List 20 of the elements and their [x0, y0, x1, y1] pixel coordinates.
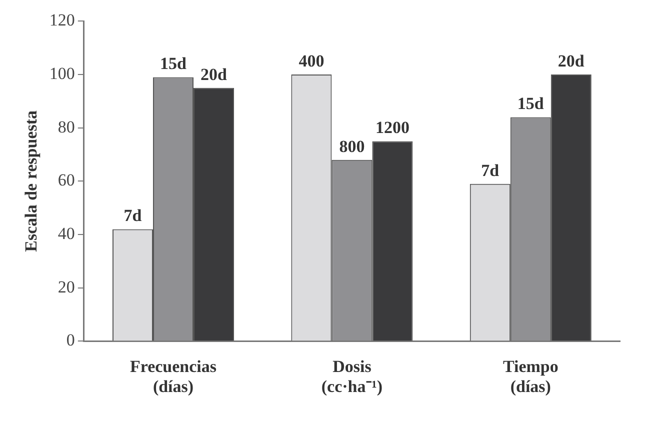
annotation: 800 [339, 136, 365, 156]
y-tick-label: 120 [49, 10, 75, 30]
y-tick-label: 80 [58, 117, 75, 136]
y-tick-label: 20 [58, 277, 75, 296]
annotation: 1200 [375, 118, 410, 138]
x-tick-label: Dosis (cc·ha⁻¹) [321, 356, 383, 396]
annotation: 15d [160, 54, 188, 74]
annotation: 7d [124, 206, 142, 226]
annotation: 20d [200, 64, 228, 84]
x-tick-label: Tiempo (días) [502, 356, 558, 396]
y-tick-label: 40 [58, 224, 75, 243]
annotation: 15d [517, 94, 544, 114]
y-tick-label: 0 [66, 330, 75, 350]
annotation: 7d [481, 160, 500, 180]
y-tick-label: 100 [49, 64, 75, 83]
annotation: 400 [298, 51, 324, 70]
annotation: 20d [558, 51, 585, 70]
y-axis-title: Escala de respuesta [22, 110, 41, 252]
x-tick-label: Frecuencias (días) [130, 356, 217, 396]
y-tick-label: 60 [58, 170, 75, 190]
